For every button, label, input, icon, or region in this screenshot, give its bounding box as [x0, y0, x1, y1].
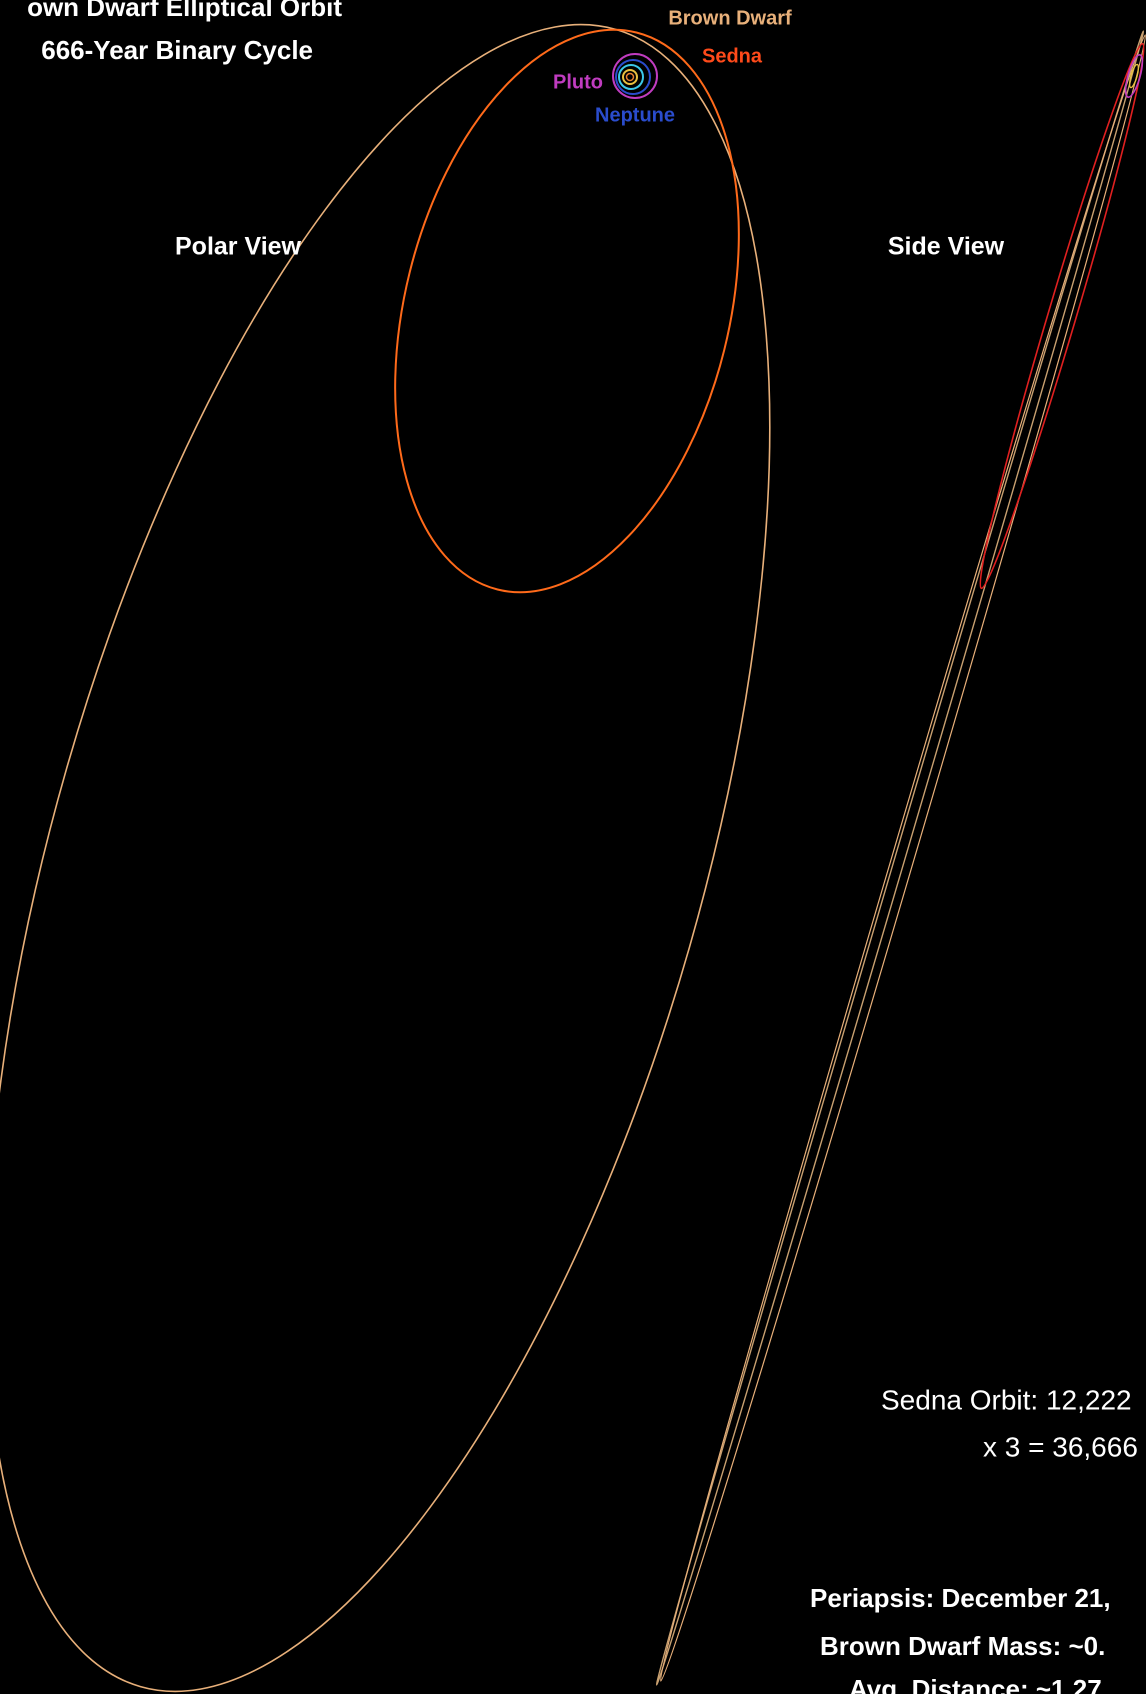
periapsis-note: Periapsis: December 21, [810, 1583, 1111, 1613]
brown-dwarf-label: Brown Dwarf [668, 7, 792, 29]
title-line1: own Dwarf Elliptical Orbit [27, 0, 342, 22]
saturn-orbit [622, 69, 638, 85]
polar-view-label: Polar View [175, 233, 302, 261]
distance-note: Avg. Distance: ~1,27 [849, 1674, 1102, 1694]
sedna-orbit-note: Sedna Orbit: 12,222 [881, 1384, 1132, 1415]
brown-dwarf-orbit-side [655, 30, 1145, 1686]
brown-dwarf-orbit-side-outer [659, 34, 1146, 1682]
title-line2: 666-Year Binary Cycle [41, 35, 313, 65]
uranus-orbit [618, 64, 644, 90]
sedna-orbit-side [979, 42, 1145, 590]
inner-solar-side-core [1128, 63, 1140, 89]
sedna-label: Sedna [702, 45, 763, 67]
pluto-orbit [612, 53, 658, 99]
jupiter-orbit [625, 72, 635, 82]
side-view-label: Side View [888, 233, 1005, 261]
sedna-orbit [394, 28, 740, 594]
pluto-label: Pluto [553, 71, 603, 93]
inner-solar-side [1124, 53, 1144, 99]
mass-note: Brown Dwarf Mass: ~0. [820, 1631, 1105, 1661]
inner-solar-system [612, 53, 658, 99]
neptune-orbit [615, 59, 651, 95]
times-three-note: x 3 = 36,666 [983, 1431, 1138, 1462]
neptune-label: Neptune [595, 104, 675, 126]
